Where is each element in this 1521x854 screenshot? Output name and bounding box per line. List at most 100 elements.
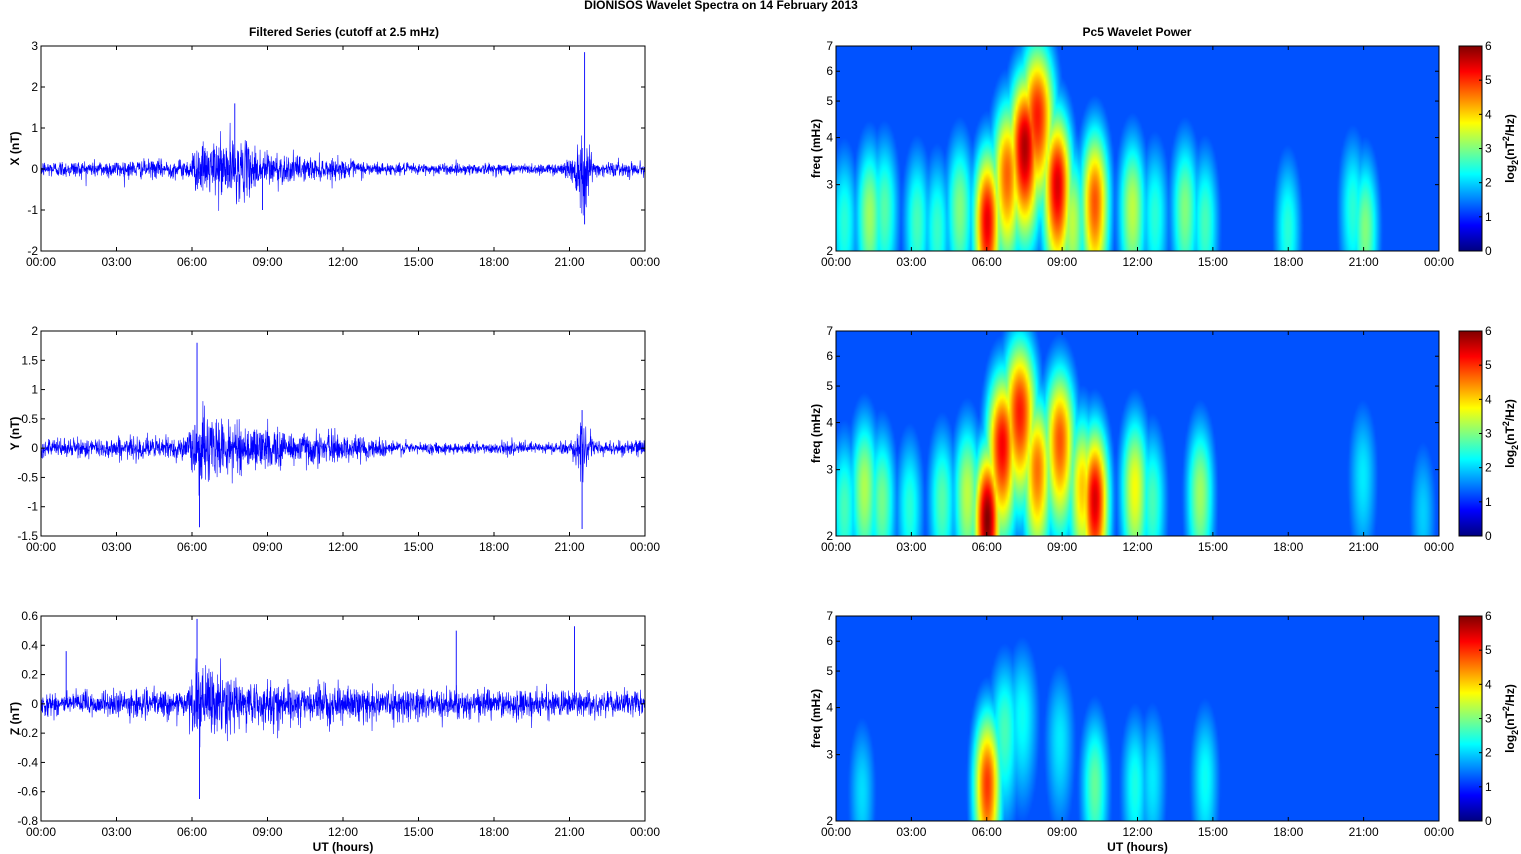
x-tick-label: 15:00 [1198,540,1228,554]
x-tick-label: 00:00 [821,255,851,269]
y-tick-label: 5 [826,94,833,108]
plot-area [41,46,645,251]
colorbar-tick-label: 2 [1485,176,1492,190]
x-tick-label: 09:00 [1047,540,1077,554]
y-tick-label: -0.2 [17,726,38,740]
x-axis-title: UT (hours) [313,840,374,854]
x-tick-label: 12:00 [1122,540,1152,554]
colorbar-tick-label: 5 [1485,643,1492,657]
y-axis-title: freq (mHz) [809,119,823,178]
colorbar-tick-label: 5 [1485,358,1492,372]
y-tick-label: 0 [31,697,38,711]
x-tick-label: 00:00 [821,540,851,554]
x-tick-label: 00:00 [26,255,56,269]
x-tick-label: 15:00 [403,255,433,269]
x-tick-label: 15:00 [1198,255,1228,269]
signal-trace [40,122,646,216]
y-tick-label: 3 [826,748,833,762]
colorbar-tick-label: 3 [1485,427,1492,441]
x-tick-label: 03:00 [101,255,131,269]
y-tick-label: 7 [826,324,833,338]
signal-trace [40,658,646,748]
x-tick-label: 00:00 [1424,825,1454,839]
y-tick-label: 1 [31,383,38,397]
x-tick-label: 09:00 [252,540,282,554]
y-tick-label: -0.4 [17,755,38,769]
x-tick-label: 21:00 [1349,255,1379,269]
y-tick-label: 4 [826,131,833,145]
colorbar-tick-label: 1 [1485,495,1492,509]
y-tick-label: -1.5 [17,529,38,543]
x-tick-label: 06:00 [177,825,207,839]
y-tick-label: 0 [31,441,38,455]
y-tick-label: 0.2 [21,668,38,682]
x-tick-label: 15:00 [403,540,433,554]
right-column-title: Pc5 Wavelet Power [1083,25,1192,39]
x-tick-label: 00:00 [630,255,660,269]
colorbar-label: log2(nT2/Hz) [1501,399,1520,468]
x-tick-label: 00:00 [630,540,660,554]
y-tick-label: 1.5 [21,353,38,367]
x-tick-label: 12:00 [328,255,358,269]
x-tick-label: 06:00 [972,255,1002,269]
y-tick-label: 3 [826,463,833,477]
x-tick-label: 21:00 [1349,825,1379,839]
y-tick-label: -1 [27,500,38,514]
x-tick-label: 15:00 [403,825,433,839]
y-tick-label: 0.4 [21,638,38,652]
x-tick-label: 03:00 [101,825,131,839]
x-axis-title: UT (hours) [1107,840,1168,854]
x-tick-label: 09:00 [252,825,282,839]
x-tick-label: 18:00 [1273,255,1303,269]
signal-trace [40,401,646,496]
y-axis-title: freq (mHz) [809,689,823,748]
x-tick-label: 09:00 [1047,825,1077,839]
y-tick-label: 7 [826,609,833,623]
colorbar-tick-label: 4 [1485,107,1492,121]
y-tick-label: 4 [826,701,833,715]
colorbar-label: log2(nT2/Hz) [1501,114,1520,183]
y-axis-title: freq (mHz) [809,404,823,463]
x-tick-label: 06:00 [177,540,207,554]
colorbar-tick-label: 6 [1485,609,1492,623]
y-tick-label: 1 [31,121,38,135]
colorbar-tick-label: 4 [1485,677,1492,691]
y-tick-label: 4 [826,416,833,430]
x-tick-label: 00:00 [26,540,56,554]
x-tick-label: 03:00 [896,255,926,269]
colorbar [1458,45,1483,252]
x-tick-label: 06:00 [972,540,1002,554]
colorbar-tick-label: 2 [1485,461,1492,475]
x-tick-label: 09:00 [1047,255,1077,269]
figure-title: DIONISOS Wavelet Spectra on 14 February … [584,0,858,12]
y-tick-label: -1 [27,203,38,217]
x-tick-label: 12:00 [328,825,358,839]
colorbar [1458,330,1483,537]
y-axis-title: Y (nT) [8,417,22,451]
wavelet-power-map [836,616,1439,821]
colorbar-tick-label: 3 [1485,712,1492,726]
x-tick-label: 03:00 [896,825,926,839]
y-tick-label: 2 [826,814,833,828]
x-tick-label: 21:00 [554,255,584,269]
y-tick-label: 2 [31,80,38,94]
x-tick-label: 18:00 [479,255,509,269]
colorbar-tick-label: 0 [1485,529,1492,543]
y-tick-label: 0 [31,162,38,176]
y-tick-label: 7 [826,39,833,53]
y-axis-title: X (nT) [8,132,22,166]
colorbar-tick-label: 1 [1485,210,1492,224]
colorbar-tick-label: 0 [1485,244,1492,258]
x-tick-label: 06:00 [972,825,1002,839]
x-tick-label: 21:00 [554,540,584,554]
colorbar-tick-label: 6 [1485,39,1492,53]
left-column-title: Filtered Series (cutoff at 2.5 mHz) [249,25,439,39]
x-tick-label: 00:00 [821,825,851,839]
colorbar [1458,615,1483,822]
colorbar-tick-label: 2 [1485,746,1492,760]
x-tick-label: 00:00 [1424,540,1454,554]
y-tick-label: 2 [31,324,38,338]
wavelet-power-map [836,331,1439,536]
y-tick-label: 3 [826,178,833,192]
